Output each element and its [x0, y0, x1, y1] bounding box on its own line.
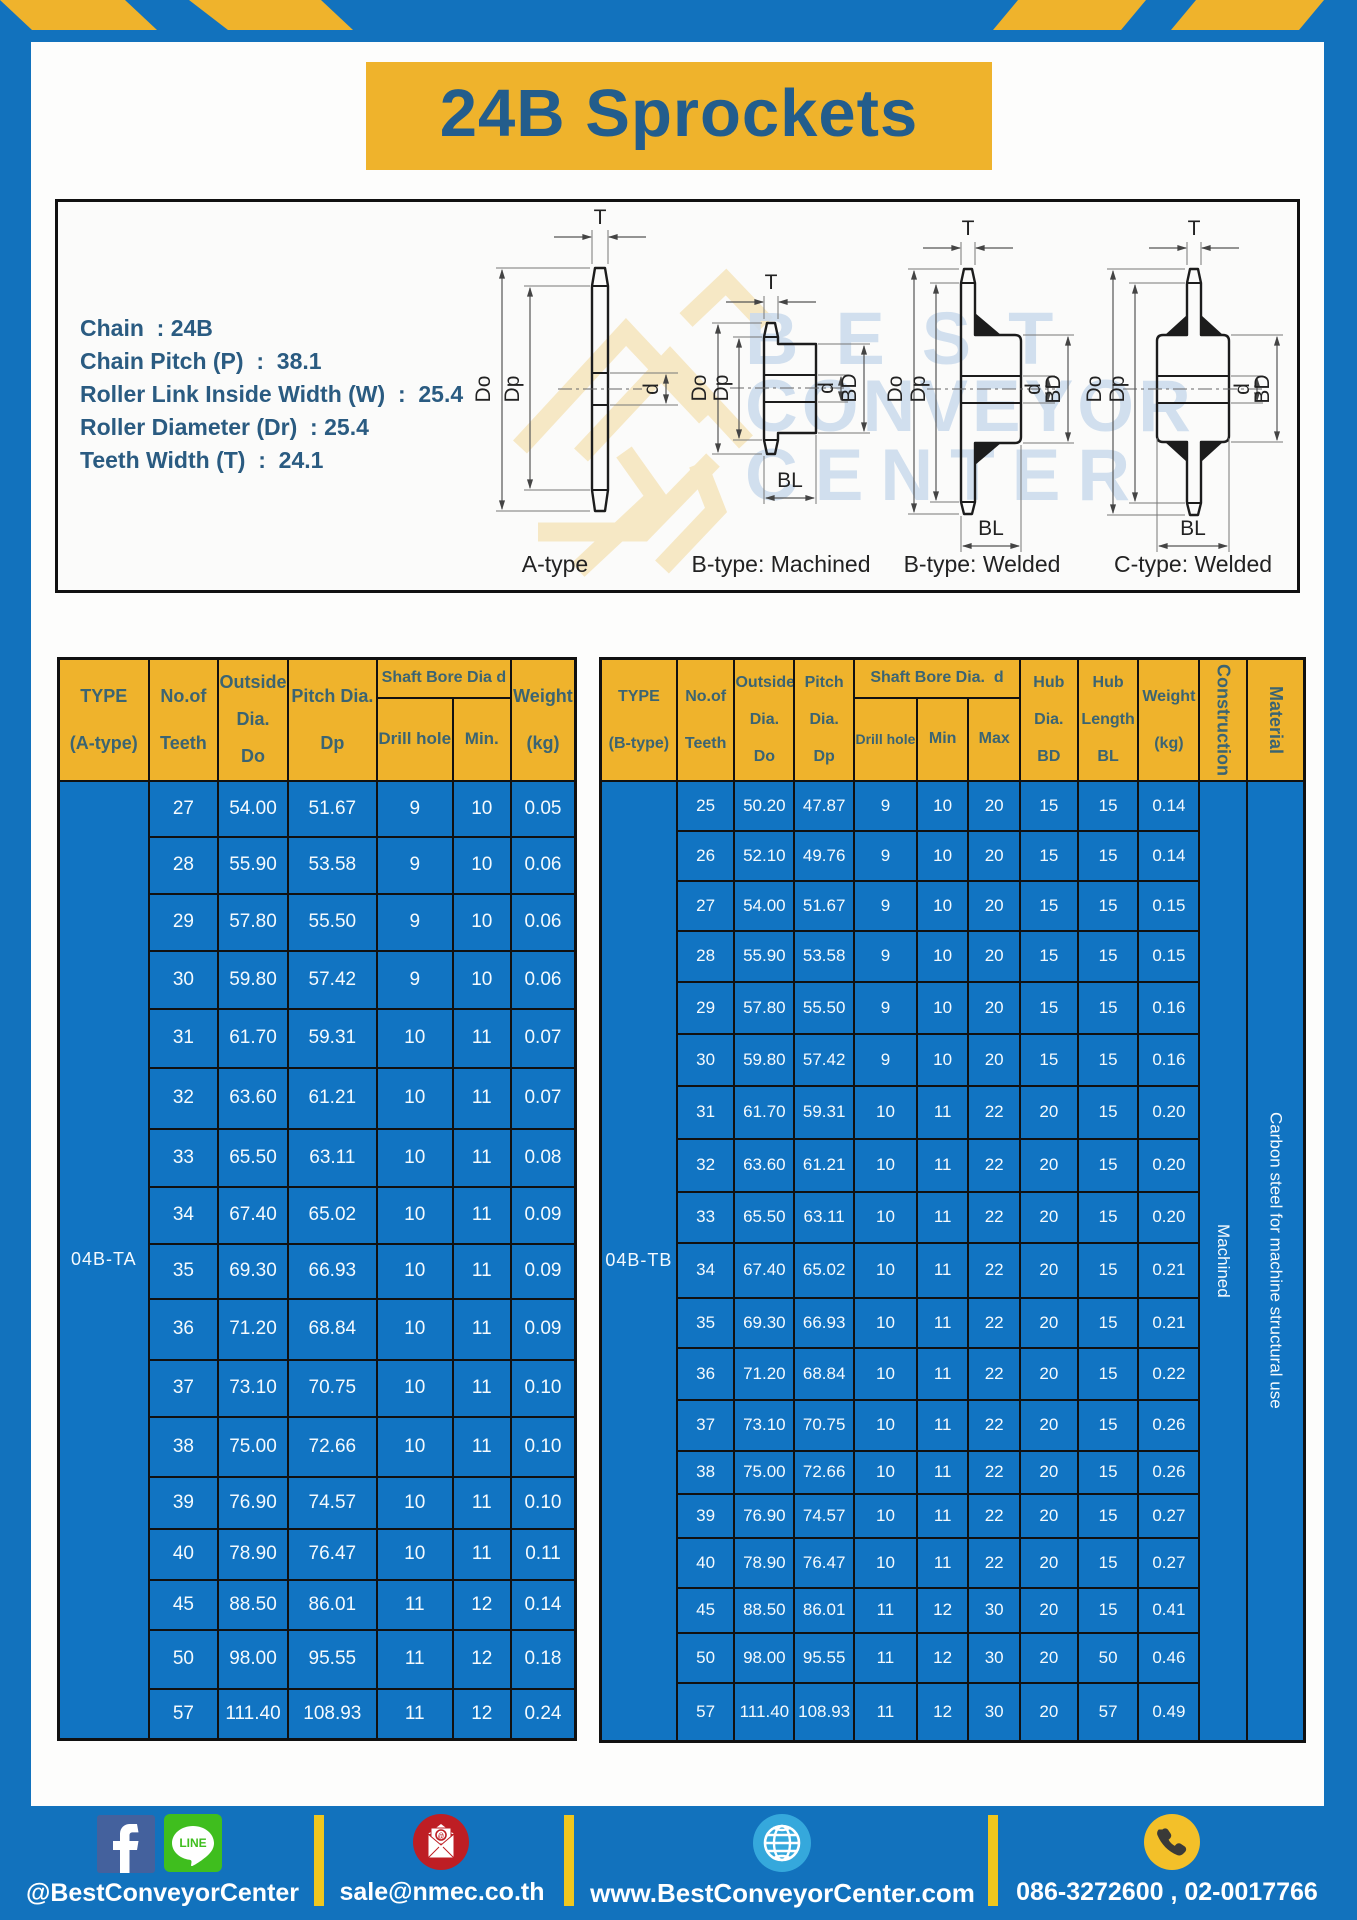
svg-text:BEST: BEST — [745, 297, 1090, 380]
svg-text:Do: Do — [884, 376, 907, 403]
svg-text:Dp: Dp — [501, 376, 524, 403]
svg-text:A-type: A-type — [522, 551, 588, 577]
svg-text:BL: BL — [1180, 517, 1206, 540]
svg-text:@: @ — [438, 1832, 444, 1842]
svg-text:B-type: Welded: B-type: Welded — [904, 551, 1061, 577]
svg-text:d: d — [1022, 383, 1045, 395]
svg-text:B-type: Machined: B-type: Machined — [692, 551, 871, 577]
svg-text:Dp: Dp — [907, 376, 930, 403]
svg-text:d: d — [1231, 383, 1254, 395]
svg-text:BD: BD — [838, 373, 861, 402]
svg-text:BD: BD — [1251, 374, 1274, 403]
svg-text:CENTER: CENTER — [745, 435, 1147, 516]
svg-text:C-type: Welded: C-type: Welded — [1114, 551, 1272, 577]
svg-text:d: d — [640, 383, 663, 395]
svg-text:Do: Do — [1083, 376, 1106, 403]
svg-text:T: T — [765, 271, 778, 294]
svg-text:BL: BL — [777, 469, 803, 492]
svg-text:T: T — [594, 206, 607, 229]
svg-text:BD: BD — [1042, 374, 1065, 403]
svg-text:BL: BL — [978, 517, 1004, 540]
svg-text:Dp: Dp — [710, 375, 733, 402]
svg-text:LINE: LINE — [179, 1836, 206, 1850]
svg-text:T: T — [962, 217, 975, 240]
svg-text:T: T — [1188, 217, 1201, 240]
svg-text:Dp: Dp — [1106, 376, 1129, 403]
svg-text:Do: Do — [688, 375, 711, 402]
svg-text:d: d — [815, 382, 838, 394]
svg-text:Do: Do — [472, 376, 495, 403]
